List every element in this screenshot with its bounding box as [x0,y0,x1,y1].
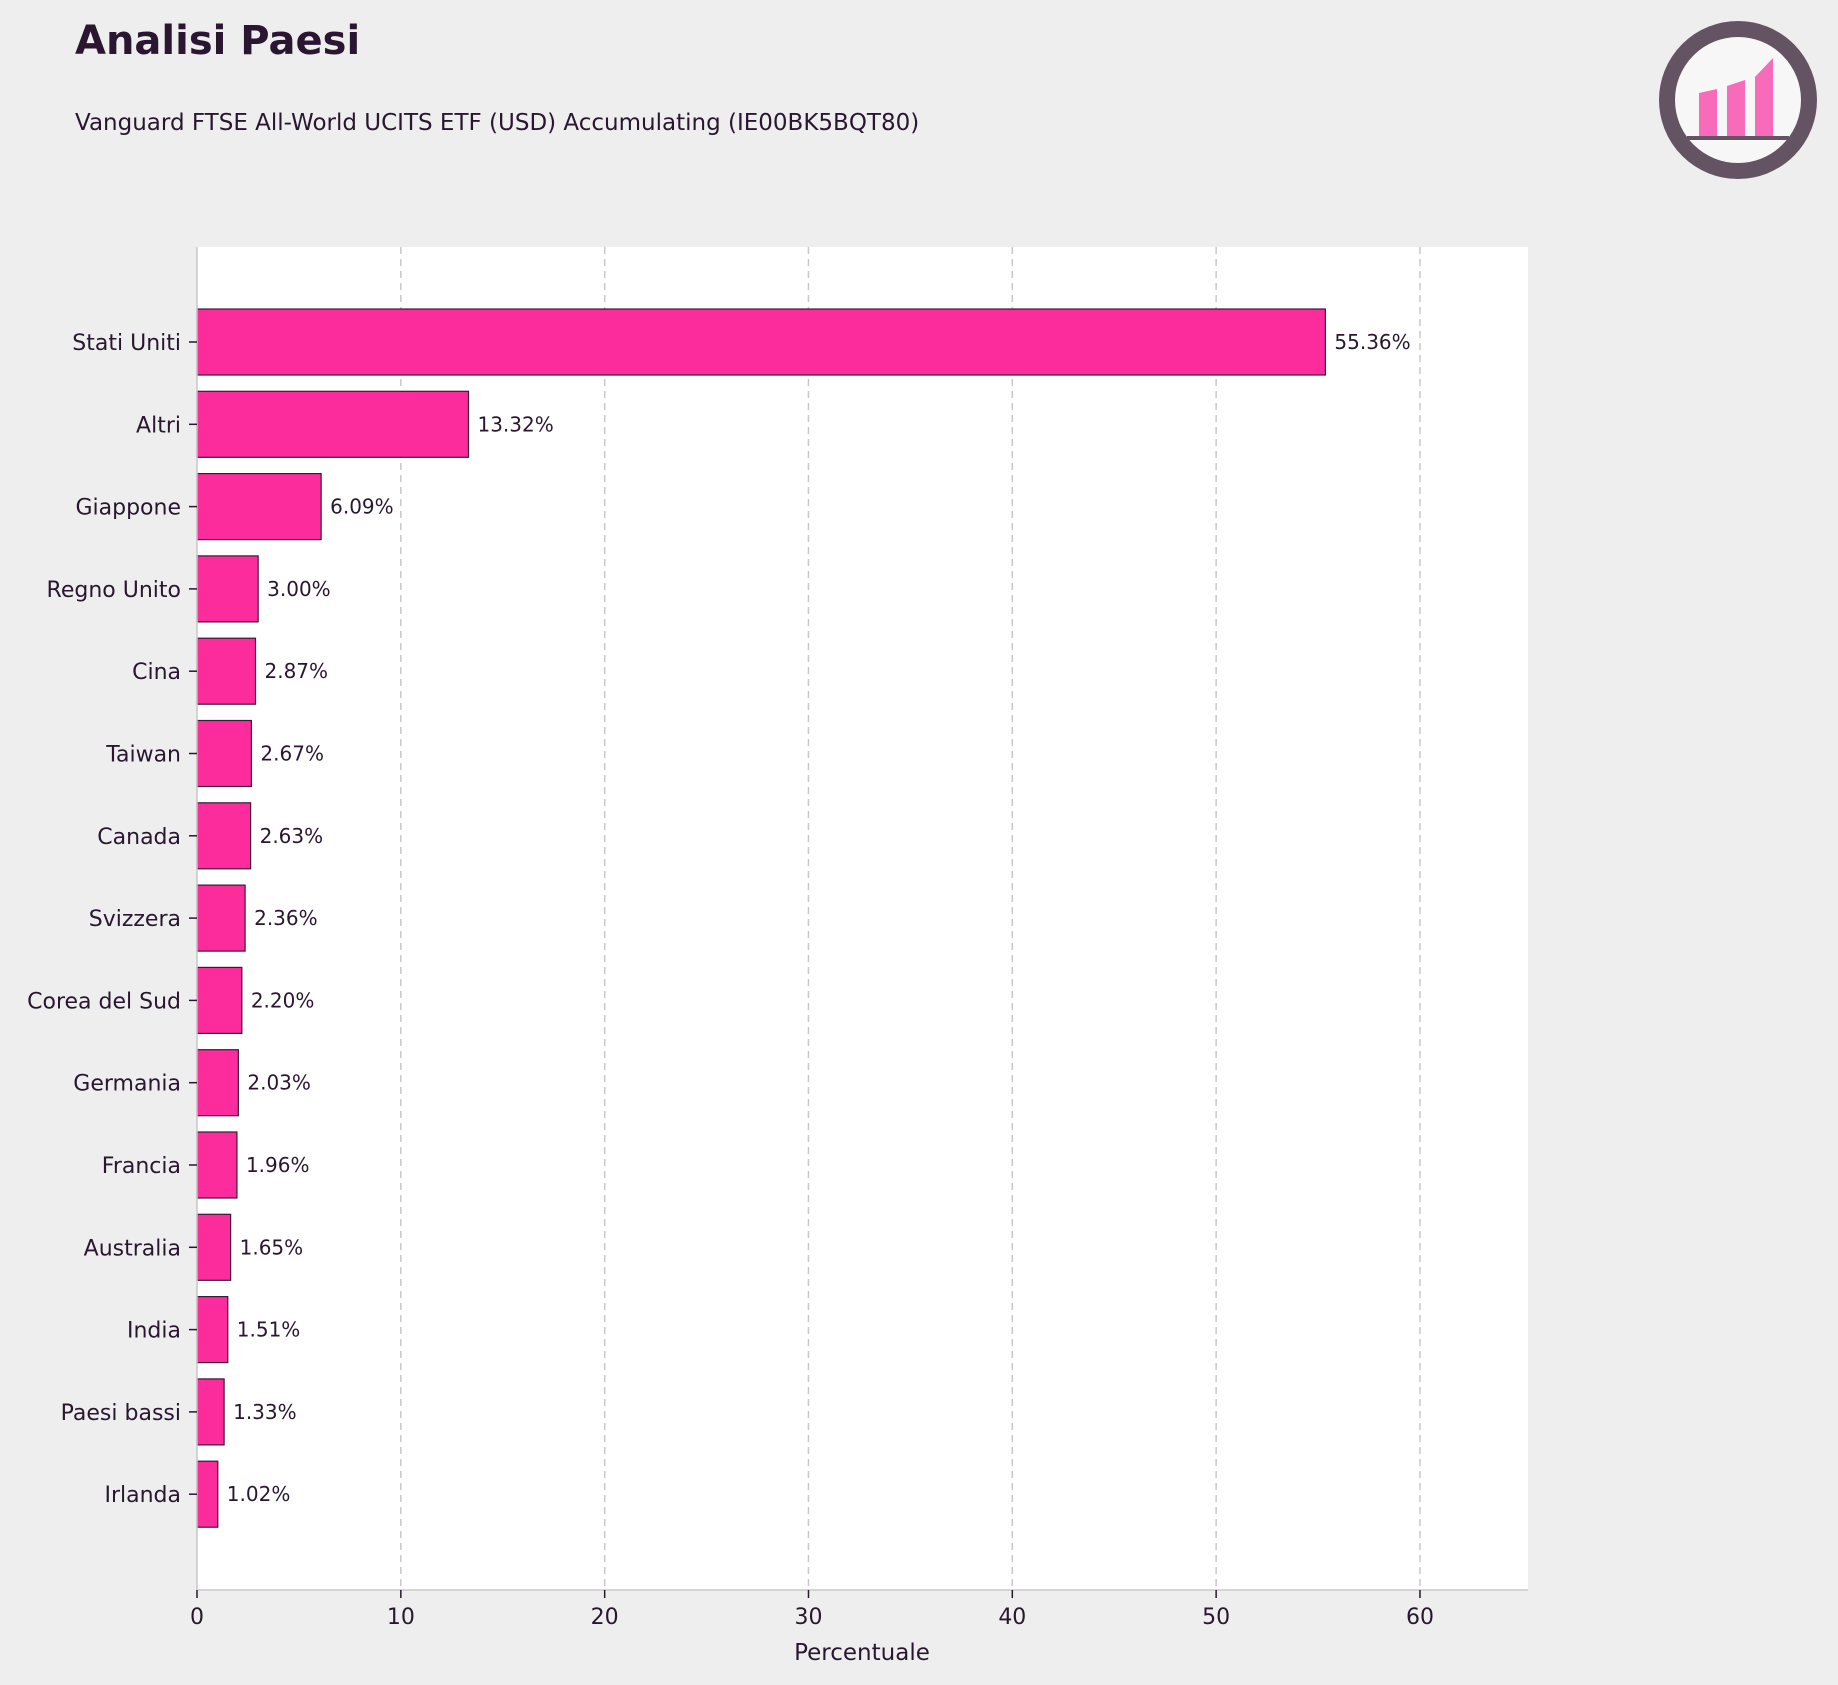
y-tick-label: Taiwan [105,743,181,768]
bar-value-label: 1.02% [227,1482,291,1506]
x-tick-label: 10 [387,1605,415,1630]
x-tick-label: 0 [190,1605,204,1630]
bar-chart-logo-icon [1659,21,1817,179]
bar-value-label: 13.32% [477,412,553,436]
y-tick-label: Altri [136,413,181,438]
y-tick-label: Francia [102,1154,181,1179]
bar-value-label: 1.96% [246,1153,310,1177]
y-tick-label: Regno Unito [47,578,181,603]
plot-area [197,247,1528,1590]
y-tick-label: Irlanda [104,1483,181,1508]
bar-value-label: 2.20% [251,988,315,1012]
y-tick-label: India [127,1319,181,1344]
bar [196,1295,229,1364]
bar [196,308,1326,376]
y-tick-label: Giappone [75,496,181,521]
y-tick-label: Canada [97,825,181,850]
x-tick-label: 60 [1406,1605,1434,1630]
x-axis-title: Percentuale [794,1640,930,1666]
bar-value-label: 2.36% [254,906,318,930]
page-title: Analisi Paesi [75,18,361,64]
x-tick-label: 30 [794,1605,822,1630]
bar [196,1131,238,1199]
bar [196,555,259,623]
bar-value-label: 2.03% [247,1071,311,1095]
bar [196,884,246,952]
y-tick-label: Cina [132,660,181,685]
x-tick-label: 20 [591,1605,619,1630]
bar-value-label: 2.67% [260,742,324,766]
bar [196,390,470,458]
bar [196,1378,225,1446]
bar-value-label: 55.36% [1334,330,1410,354]
y-tick-label: Corea del Sud [27,989,181,1014]
page-subtitle: Vanguard FTSE All-World UCITS ETF (USD) … [75,110,920,136]
bar-value-label: 1.65% [240,1235,304,1259]
y-tick-label: Germania [73,1072,181,1097]
y-tick-label: Australia [84,1236,181,1261]
bar [196,473,322,541]
y-tick-label: Stati Uniti [72,331,181,356]
bar-value-label: 2.87% [264,659,328,683]
bar-value-label: 2.63% [260,824,324,848]
y-tick-label: Svizzera [89,907,181,932]
bar-value-label: 1.51% [237,1318,301,1342]
bar [196,1460,219,1528]
y-tick-label: Paesi bassi [61,1401,181,1426]
bar [196,966,243,1035]
bar [196,637,257,705]
x-tick-label: 50 [1202,1605,1230,1630]
x-tick-label: 40 [998,1605,1026,1630]
bar [196,1213,232,1281]
bar [196,802,252,870]
bar [196,719,253,788]
bar [196,1049,239,1117]
bar-value-label: 6.09% [330,495,394,519]
bar-value-label: 1.33% [233,1400,297,1424]
bar-value-label: 3.00% [267,577,331,601]
